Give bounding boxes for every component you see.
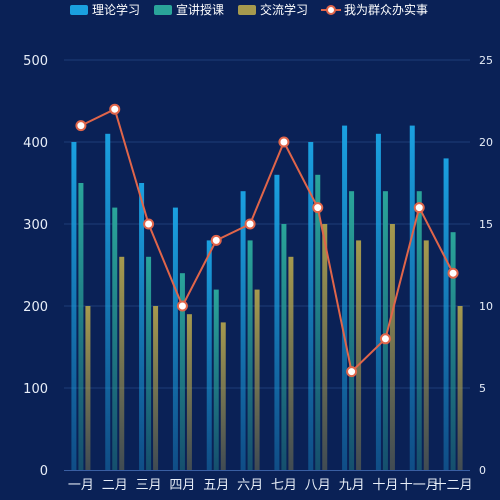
- legend[interactable]: 理论学习 宣讲授课 交流学习 我为群众办实事: [70, 2, 428, 17]
- line-point[interactable]: [278, 136, 290, 148]
- axes: 0 100 200 300 400 500 0 5 10 15 20 25 一月 二月 三月 四月 五月 六月 七月…: [23, 54, 493, 493]
- y-left-tick-label: 300: [23, 218, 48, 233]
- line-point[interactable]: [143, 218, 155, 230]
- x-tick-label: 十一月: [400, 478, 439, 493]
- line-point[interactable]: [109, 103, 121, 115]
- bar-理论学习[interactable]: [139, 183, 145, 470]
- y-left-tick-label: 200: [23, 300, 48, 315]
- y-left-tick-label: 500: [23, 54, 48, 69]
- x-tick-label: 六月: [237, 478, 263, 493]
- bar-宣讲授课[interactable]: [213, 289, 219, 470]
- legend-swatch-dot: [326, 5, 336, 15]
- y-left-tick-label: 400: [23, 136, 48, 151]
- legend-swatch: [70, 5, 88, 15]
- bar-宣讲授课[interactable]: [146, 256, 152, 470]
- line-point[interactable]: [312, 202, 324, 214]
- bar-交流学习[interactable]: [389, 224, 395, 470]
- legend-item[interactable]: 理论学习: [70, 2, 140, 17]
- line-point[interactable]: [75, 120, 87, 132]
- x-tick-label: 一月: [68, 478, 94, 493]
- line-point[interactable]: [379, 333, 391, 345]
- x-tick-label: 十二月: [434, 478, 473, 493]
- legend-label: 理论学习: [92, 2, 140, 17]
- bar-理论学习[interactable]: [443, 158, 449, 470]
- bar-宣讲授课[interactable]: [382, 191, 388, 470]
- bar-交流学习[interactable]: [186, 314, 192, 470]
- legend-swatch: [154, 5, 172, 15]
- bar-交流学习[interactable]: [153, 306, 159, 470]
- x-tick-label: 四月: [169, 478, 195, 493]
- grid: [64, 59, 470, 389]
- line-point[interactable]: [176, 300, 188, 312]
- x-tick-label: 二月: [102, 478, 128, 493]
- legend-label: 宣讲授课: [176, 2, 224, 17]
- bar-宣讲授课[interactable]: [179, 273, 185, 470]
- bar-理论学习[interactable]: [342, 125, 348, 470]
- x-tick-label: 五月: [203, 478, 229, 493]
- bar-宣讲授课[interactable]: [450, 232, 456, 470]
- bar-理论学习[interactable]: [172, 207, 178, 470]
- x-tick-label: 三月: [136, 478, 162, 493]
- bar-理论学习[interactable]: [409, 125, 415, 470]
- line-point[interactable]: [447, 267, 459, 279]
- bar-理论学习[interactable]: [274, 174, 280, 471]
- bar-宣讲授课[interactable]: [78, 183, 84, 470]
- y-right-tick-label: 25: [479, 54, 493, 67]
- bar-宣讲授课[interactable]: [349, 191, 355, 470]
- x-tick-label: 九月: [339, 478, 365, 493]
- line-point[interactable]: [413, 202, 425, 214]
- y-left-tick-label: 0: [40, 464, 48, 479]
- bar-交流学习[interactable]: [254, 289, 260, 470]
- bar-理论学习[interactable]: [375, 133, 381, 471]
- bar-交流学习[interactable]: [119, 256, 125, 470]
- line-point[interactable]: [346, 366, 358, 378]
- y-right-tick-label: 0: [479, 464, 486, 477]
- bar-交流学习[interactable]: [220, 322, 226, 470]
- legend-item[interactable]: 我为群众办实事: [321, 2, 428, 17]
- line-point[interactable]: [244, 218, 256, 230]
- bar-宣讲授课[interactable]: [247, 240, 253, 470]
- bar-交流学习[interactable]: [356, 240, 362, 470]
- line-point[interactable]: [210, 234, 222, 246]
- bar-理论学习[interactable]: [206, 240, 212, 470]
- y-right-tick-label: 20: [479, 136, 493, 149]
- x-tick-label: 十月: [372, 478, 398, 493]
- legend-item[interactable]: 交流学习: [238, 2, 308, 17]
- x-tick-label: 七月: [271, 478, 297, 493]
- bar-交流学习[interactable]: [322, 224, 328, 470]
- bar-理论学习[interactable]: [308, 142, 314, 470]
- bar-交流学习[interactable]: [288, 256, 294, 470]
- bar-交流学习[interactable]: [457, 306, 463, 470]
- legend-item[interactable]: 宣讲授课: [154, 2, 224, 17]
- bar-宣讲授课[interactable]: [416, 191, 422, 470]
- bar-理论学习[interactable]: [240, 191, 246, 470]
- bar-理论学习[interactable]: [71, 142, 77, 470]
- bars: [71, 125, 463, 471]
- bar-交流学习[interactable]: [423, 240, 429, 470]
- bar-宣讲授课[interactable]: [112, 207, 118, 470]
- line-我为群众办实事: [80, 107, 454, 374]
- legend-swatch: [238, 5, 256, 15]
- x-tick-label: 八月: [305, 478, 331, 493]
- legend-label: 我为群众办实事: [344, 2, 428, 17]
- legend-label: 交流学习: [260, 2, 308, 17]
- y-left-tick-label: 100: [23, 382, 48, 397]
- y-right-tick-label: 10: [479, 300, 493, 313]
- y-right-tick-label: 15: [479, 218, 493, 231]
- y-right-tick-label: 5: [479, 382, 486, 395]
- bar-宣讲授课[interactable]: [315, 174, 321, 471]
- bar-交流学习[interactable]: [85, 306, 91, 470]
- bar-宣讲授课[interactable]: [281, 224, 287, 470]
- bar-理论学习[interactable]: [105, 133, 111, 471]
- line-series: [75, 103, 459, 378]
